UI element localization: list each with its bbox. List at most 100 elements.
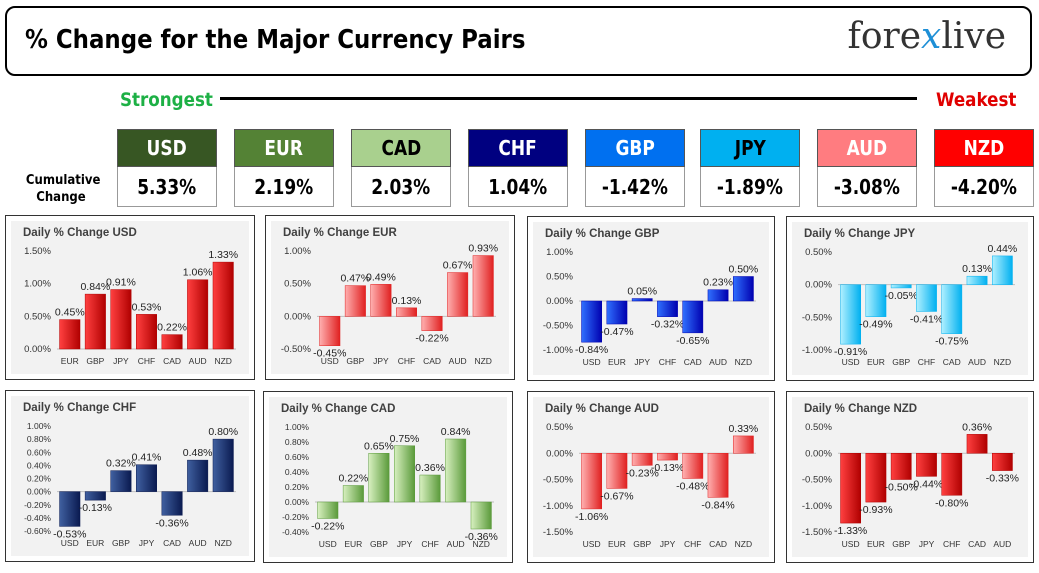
x-category-label: USD: [842, 357, 860, 367]
x-category-label: EUR: [86, 538, 104, 548]
data-label: 0.41%: [132, 452, 162, 464]
bar-chart: -1.00% -0.50% 0.00% 0.50% 1.00% -0.84%USD -0.4…: [543, 247, 758, 367]
data-label: 0.53%: [132, 301, 162, 313]
currency-box-gbp: GBP -1.42%: [585, 129, 685, 207]
bar-eur: [59, 319, 81, 350]
x-category-label: USD: [321, 356, 339, 366]
y-tick-label: 0.80%: [285, 437, 310, 447]
bar-usd: [840, 453, 862, 524]
bar-gbp: [110, 470, 132, 492]
y-tick-label: 0.60%: [285, 452, 310, 462]
bar-cad: [966, 434, 988, 454]
y-tick-label: -0.20%: [24, 500, 51, 510]
cumulative-value: 2.03%: [351, 167, 451, 207]
data-label: -0.33%: [986, 473, 1019, 485]
y-tick-label: 0.00%: [805, 448, 832, 459]
bar-cad: [161, 491, 183, 516]
data-label: -1.06%: [575, 511, 608, 523]
bar-chf: [657, 300, 678, 317]
x-category-label: JPY: [660, 539, 676, 549]
x-category-label: JPY: [113, 356, 129, 366]
cumulative-value: -4.20%: [934, 167, 1034, 207]
data-label: 1.06%: [183, 267, 213, 279]
data-label: -0.75%: [935, 336, 968, 348]
chart-title: Daily % Change JPY: [804, 228, 916, 240]
chart-panel-2: Daily % Change EUR -0.50% 0.00% 0.50% 1.00% -…: [265, 215, 515, 380]
currency-code: CHF: [468, 129, 568, 167]
x-category-label: EUR: [867, 357, 885, 367]
data-label: -1.33%: [834, 525, 867, 537]
data-label: 0.36%: [962, 421, 992, 433]
y-tick-label: -1.50%: [543, 527, 574, 538]
data-label: -0.49%: [859, 319, 892, 331]
data-label: 0.65%: [364, 440, 394, 452]
y-tick-label: 1.00%: [285, 422, 310, 432]
x-category-label: CHF: [138, 356, 155, 366]
currency-box-eur: EUR 2.19%: [234, 129, 334, 207]
bar-jpy: [631, 298, 653, 302]
data-label: 0.36%: [415, 462, 445, 474]
x-category-label: CAD: [423, 356, 441, 366]
chart-panel-8: Daily % Change NZD -1.50% -1.00% -0.50% 0.00…: [786, 391, 1034, 563]
x-category-label: AUD: [709, 357, 727, 367]
data-label: 1.33%: [208, 249, 238, 261]
bar-eur: [865, 453, 887, 503]
currency-box-cad: CAD 2.03%: [351, 129, 451, 207]
bar-gbp: [631, 453, 653, 466]
data-label: -0.41%: [910, 313, 943, 325]
x-category-label: EUR: [344, 539, 362, 549]
x-category-label: CHF: [659, 357, 676, 367]
bar-eur: [606, 453, 628, 489]
data-label: -0.13%: [651, 462, 684, 474]
x-category-label: NZD: [994, 357, 1011, 367]
x-category-label: CAD: [684, 357, 702, 367]
bar-jpy: [370, 284, 392, 317]
cumulative-value: -1.89%: [700, 167, 800, 207]
x-category-label: JPY: [397, 539, 413, 549]
x-category-label: USD: [61, 538, 79, 548]
bar-usd: [319, 316, 341, 346]
strength-scale-line: [220, 97, 917, 100]
bar-chart: 0.00% 0.50% 1.00% 1.50% 0.45% EUR 0.84% GBP 0.91…: [24, 246, 238, 366]
x-category-label: CHF: [918, 357, 935, 367]
bar-cad: [421, 316, 443, 331]
data-label: -0.13%: [79, 502, 112, 514]
x-category-label: AUD: [993, 539, 1011, 549]
y-tick-label: 0.40%: [27, 460, 52, 470]
chart-panel-3: Daily % Change GBP -1.00% -0.50% 0.00% 0.50%…: [527, 216, 775, 381]
x-category-label: CHF: [684, 539, 701, 549]
chart-title: Daily % Change CHF: [23, 402, 137, 414]
chart-panel-1: Daily % Change USD 0.00% 0.50% 1.00% 1.50% 0.…: [5, 215, 255, 380]
data-label: 0.32%: [106, 458, 136, 470]
cumulative-value: -1.42%: [585, 167, 685, 207]
bar-jpy: [657, 453, 678, 461]
bar-chf: [916, 284, 937, 312]
bar-nzd: [732, 276, 754, 302]
x-category-label: EUR: [608, 539, 626, 549]
bar-cad: [707, 453, 729, 498]
x-category-label: GBP: [892, 357, 910, 367]
data-label: -0.32%: [651, 319, 684, 331]
y-tick-label: 0.50%: [805, 247, 832, 258]
page-title: % Change for the Major Currency Pairs: [25, 25, 526, 55]
y-tick-label: 1.00%: [24, 279, 51, 290]
y-tick-label: 0.50%: [284, 279, 311, 290]
y-tick-label: 0.60%: [27, 447, 52, 457]
forexlive-logo: forexlive: [847, 16, 1007, 57]
bar-eur: [342, 485, 364, 503]
y-tick-label: 0.50%: [546, 422, 573, 433]
bar-aud: [187, 279, 209, 350]
bar-chart: -1.50% -1.00% -0.50% 0.00% 0.50% -1.06% USD -0.…: [543, 422, 758, 549]
bar-aud: [447, 272, 469, 317]
chart-title: Daily % Change NZD: [804, 403, 918, 415]
y-tick-label: -0.50%: [802, 312, 833, 323]
y-tick-label: 0.50%: [546, 272, 573, 283]
bar-aud: [991, 453, 1013, 471]
bar-jpy: [916, 453, 937, 477]
chart-panel-7: Daily % Change AUD -1.50% -1.00% -0.50% 0.00…: [527, 391, 775, 563]
cumulative-value: 2.19%: [234, 167, 334, 207]
bar-usd: [317, 501, 339, 519]
bar-usd: [581, 453, 603, 510]
y-tick-label: -1.00%: [543, 345, 574, 356]
x-category-label: GBP: [892, 539, 910, 549]
